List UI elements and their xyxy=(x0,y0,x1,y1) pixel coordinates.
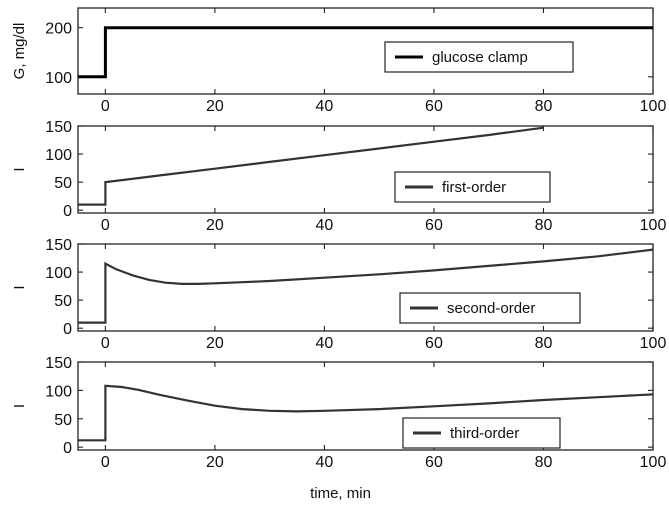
legend-label: third-order xyxy=(450,425,519,442)
plot-frame-2 xyxy=(77,125,654,214)
x-tick-label: 0 xyxy=(101,454,110,471)
y-tick-label: 100 xyxy=(45,147,72,164)
x-tick-label: 100 xyxy=(640,98,667,115)
x-tick-label: 20 xyxy=(206,454,224,471)
y-axis-label: I xyxy=(11,167,28,171)
y-tick-label: 100 xyxy=(45,265,72,282)
x-tick-label: 60 xyxy=(425,217,443,234)
series-line-second-order xyxy=(78,248,654,324)
x-tick-label: 100 xyxy=(640,217,667,234)
y-tick-label: 50 xyxy=(54,293,72,310)
y-axis-label: G, mg/dl xyxy=(11,23,28,80)
series-line-third-order xyxy=(78,384,654,442)
x-tick-label: 80 xyxy=(535,454,553,471)
x-tick-label: 40 xyxy=(316,454,334,471)
x-tick-label: 60 xyxy=(425,335,443,352)
x-tick-label: 0 xyxy=(101,98,110,115)
y-tick-label: 150 xyxy=(45,119,72,136)
legend-label: first-order xyxy=(442,179,506,196)
x-tick-label: 100 xyxy=(640,335,667,352)
plot-frame-3 xyxy=(77,243,654,332)
x-tick-label: 0 xyxy=(101,217,110,234)
y-tick-label: 100 xyxy=(45,383,72,400)
x-tick-label: 60 xyxy=(425,98,443,115)
y-tick-label: 0 xyxy=(63,203,72,220)
plot-frame-4 xyxy=(77,361,654,451)
x-tick-label: 80 xyxy=(535,217,553,234)
y-tick-label: 0 xyxy=(63,321,72,338)
series-line-glucose clamp xyxy=(78,26,653,79)
y-tick-label: 150 xyxy=(45,355,72,372)
x-tick-label: 20 xyxy=(206,335,224,352)
y-tick-label: 50 xyxy=(54,175,72,192)
y-axis-label: I xyxy=(11,285,28,289)
y-tick-label: 150 xyxy=(45,237,72,254)
plot-frame-1 xyxy=(77,7,654,95)
x-axis-label: time, min xyxy=(310,485,371,502)
x-tick-label: 20 xyxy=(206,217,224,234)
x-tick-label: 40 xyxy=(316,217,334,234)
x-tick-label: 40 xyxy=(316,335,334,352)
y-tick-label: 200 xyxy=(45,21,72,38)
x-tick-label: 20 xyxy=(206,98,224,115)
y-axis-label: I xyxy=(11,404,28,408)
x-tick-label: 80 xyxy=(535,98,553,115)
y-tick-label: 100 xyxy=(45,70,72,87)
x-tick-label: 0 xyxy=(101,335,110,352)
x-tick-label: 60 xyxy=(425,454,443,471)
y-tick-label: 50 xyxy=(54,412,72,429)
legend-label: second-order xyxy=(447,300,535,317)
x-tick-label: 80 xyxy=(535,335,553,352)
y-tick-label: 0 xyxy=(63,440,72,457)
series-line-first-order xyxy=(78,126,544,206)
x-tick-label: 40 xyxy=(316,98,334,115)
legend-label: glucose clamp xyxy=(432,49,528,66)
x-tick-label: 100 xyxy=(640,454,667,471)
